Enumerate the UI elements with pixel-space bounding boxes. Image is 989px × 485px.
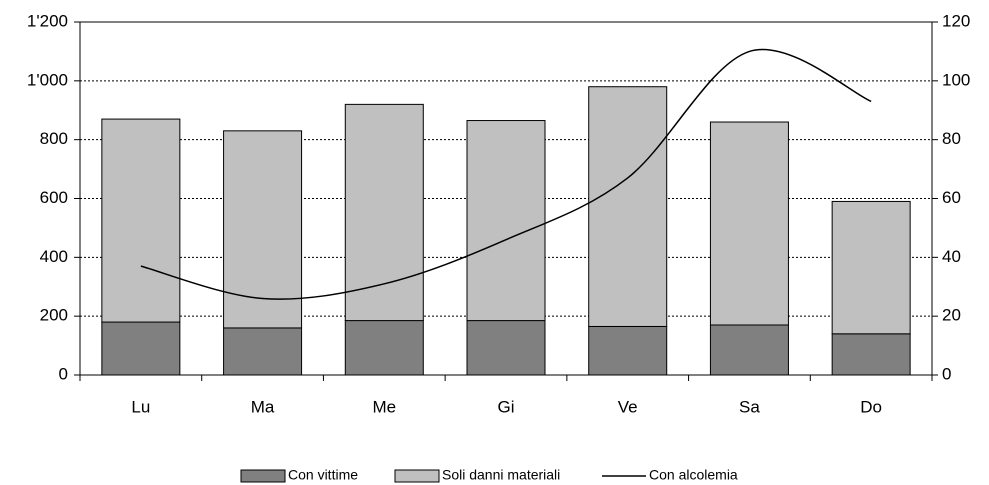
y-tick-label: 1'200 bbox=[27, 11, 68, 30]
bar bbox=[831, 333, 911, 376]
bar bbox=[466, 120, 546, 322]
legend-label: Soli danni materiali bbox=[442, 467, 560, 483]
bar bbox=[223, 327, 303, 376]
bar bbox=[466, 320, 546, 376]
x-tick-label: Lu bbox=[131, 397, 150, 416]
y2-tick-label: 100 bbox=[942, 70, 970, 89]
y2-tick-label: 40 bbox=[942, 247, 961, 266]
x-tick-label: Ve bbox=[618, 397, 638, 416]
y-tick-label: 0 bbox=[59, 364, 68, 383]
bar bbox=[101, 321, 181, 376]
x-tick-label: Me bbox=[372, 397, 396, 416]
y-tick-label: 800 bbox=[40, 129, 68, 148]
y2-tick-label: 120 bbox=[942, 11, 970, 30]
x-tick-label: Do bbox=[860, 397, 882, 416]
y-tick-label: 200 bbox=[40, 306, 68, 325]
bar bbox=[588, 86, 668, 327]
line bbox=[140, 48, 872, 300]
legend-label: Con alcolemia bbox=[649, 467, 738, 483]
bar bbox=[344, 103, 424, 322]
bar bbox=[709, 324, 789, 376]
y-tick-label: 400 bbox=[40, 247, 68, 266]
y-tick-label: 600 bbox=[40, 188, 68, 207]
y2-tick-label: 60 bbox=[942, 188, 961, 207]
bar bbox=[588, 325, 668, 376]
y2-tick-label: 80 bbox=[942, 129, 961, 148]
legend-swatch bbox=[394, 469, 440, 483]
bar bbox=[831, 200, 911, 335]
legend-swatch bbox=[240, 469, 286, 483]
legend-label: Con vittime bbox=[288, 467, 358, 483]
y2-tick-label: 20 bbox=[942, 306, 961, 325]
bar bbox=[101, 118, 181, 323]
bar bbox=[709, 121, 789, 326]
bar bbox=[344, 320, 424, 376]
x-tick-label: Sa bbox=[739, 397, 760, 416]
y-tick-label: 1'000 bbox=[27, 70, 68, 89]
y2-tick-label: 0 bbox=[942, 364, 951, 383]
x-tick-label: Ma bbox=[251, 397, 275, 416]
x-tick-label: Gi bbox=[498, 397, 515, 416]
